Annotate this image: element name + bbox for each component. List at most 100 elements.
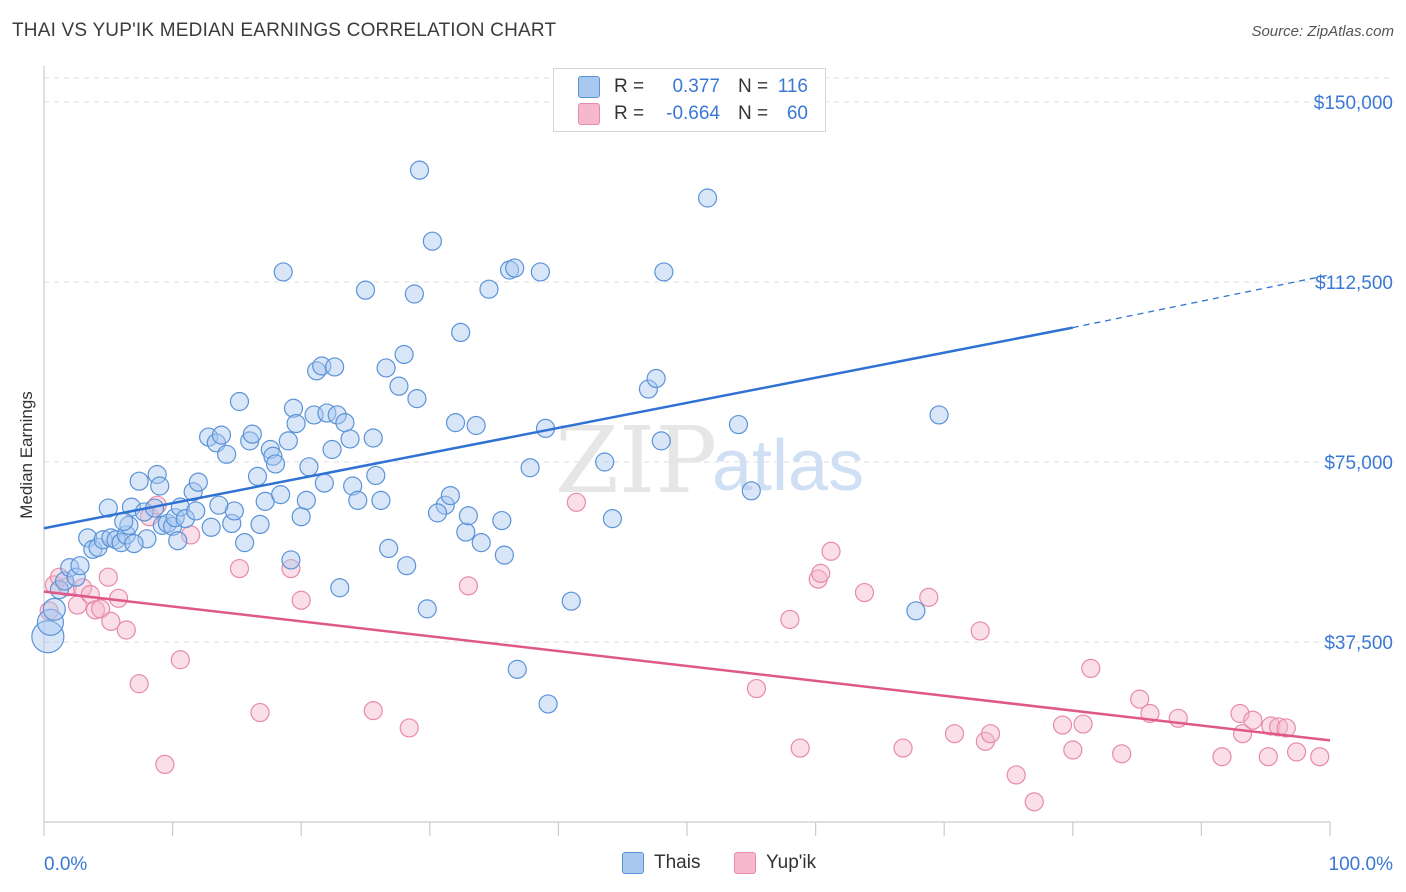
thais-point [397,556,417,576]
thais-point [371,490,391,510]
legend-n-value: 116 [777,76,808,97]
bottom-legend-yupik: Yup'ik [734,852,816,874]
thais-point [137,529,157,549]
thais-point [265,454,286,474]
chart-title: THAI VS YUP'IK MEDIAN EARNINGS CORRELATI… [12,20,557,41]
thais-point [376,358,396,378]
yupik-point [170,650,190,670]
thais-point [263,446,283,466]
thais-point [36,608,65,636]
thais-point [417,599,437,619]
thais-point [250,514,270,535]
yupik-point [1276,718,1296,738]
bottom-legend-label: Thais [654,852,701,873]
legend-r-label: R = [614,103,645,124]
thais-point [157,513,178,534]
thais-point [654,262,674,282]
thais-point [507,659,527,679]
thais-point [494,545,514,565]
thais-point [427,503,448,523]
yupik-point [893,738,913,758]
thais-point [98,498,118,518]
yupik-trend-line [43,590,1331,742]
thais-point [31,620,65,654]
thais-point [235,533,255,553]
yupik-point [1310,747,1330,767]
y-tick-label: $37,500 [1324,633,1393,654]
yupik-point [1268,717,1289,737]
yupik-point [1243,710,1263,730]
y-tick-label: $112,500 [1315,273,1393,294]
thais-point [466,415,486,436]
yupik-swatch [734,852,756,874]
yupik-swatch [578,103,600,125]
thais-trend-line [43,326,1074,530]
thais-point [530,262,550,282]
thais-point [394,344,414,365]
watermark-atlas: atlas [712,426,864,506]
yupik-point [363,701,383,721]
yupik-point [919,587,939,607]
yupik-point [90,599,111,619]
thais-point [741,481,761,501]
yupik-point [155,754,175,775]
thais-point [445,413,466,433]
thais-point [492,510,512,531]
legend-r-label: R = [614,76,645,97]
thais-point [322,439,342,460]
thais-point [355,280,376,300]
thais-swatch [622,852,644,874]
thais-point [66,567,86,587]
yupik-point [944,724,965,744]
yupik-point [746,678,767,699]
thais-point [422,231,442,251]
thais-point [175,509,196,529]
thais-point [186,501,206,521]
thais-swatch [578,76,600,98]
axes [43,66,1331,836]
thais-point [409,160,430,180]
yupik-point [1130,689,1150,709]
yupik-point [1286,742,1307,762]
axis-labels: $37,500 $75,000 $112,500 $150,000 0.0% 100.0%… [17,93,1393,875]
thais-point [286,414,306,434]
thais-point [229,391,250,412]
thais-point [242,424,262,444]
yupik-point [780,609,800,630]
thais-point [538,694,558,714]
thais-point [188,472,208,492]
thais-point [456,522,476,542]
thais-point [291,507,311,527]
chart-source: Source: ZipAtlas.com [1251,23,1394,40]
yupik-point [98,567,118,587]
thais-point [217,444,237,464]
y-tick-label: $150,000 [1314,93,1393,114]
thais-point [389,376,409,396]
y-axis-label: Median Earnings [17,391,36,519]
yupik-point [811,563,831,583]
thais-point [327,405,347,425]
watermark-zip: ZIP [555,407,717,514]
thais-point [106,530,126,550]
thais-point [404,284,424,304]
thais-point [440,486,460,506]
yupik-point [970,621,990,641]
thais-point [363,428,383,448]
yupik-point [399,718,419,738]
thais-point [561,591,581,611]
thais-point [906,601,926,621]
yupik-point [1112,744,1132,764]
thais-point [209,495,229,515]
thais-point [296,490,316,510]
legend-row-thais: R = 0.377 N = 116 [578,74,808,100]
x-tick-label: 100.0% [1329,854,1394,875]
thais-point [595,452,615,472]
thais-point [646,368,666,389]
thais-point [335,413,355,433]
thais-point [147,464,167,485]
thais-point [168,531,188,551]
bottom-legend-label: Yup'ik [766,852,817,873]
yupik-point [1212,747,1232,767]
thais-point [451,322,471,342]
